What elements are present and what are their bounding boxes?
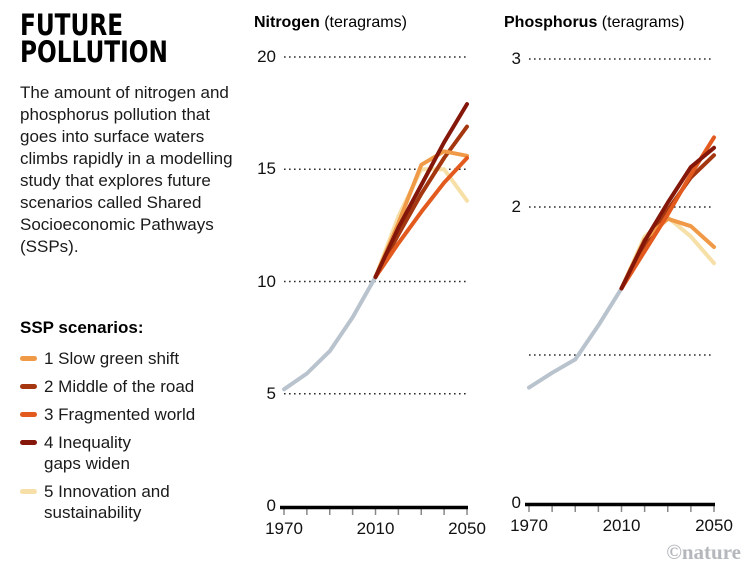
ssp2-color-swatch [20,384,37,389]
legend-label: 1 Slow green shift [44,349,180,368]
x-axis-label: 2010 [602,516,641,535]
y-axis-label: 5 [266,383,276,403]
page-title: FUTURE POLLUTION [20,8,168,69]
legend: SSP scenarios: 1 Slow green shift 2 Midd… [20,318,250,530]
historical-line [527,286,624,390]
y-axis-label: 20 [257,47,276,66]
legend-label: 2 Middle of the road [44,377,195,396]
legend-label: 4 Inequality gaps widen [44,433,131,473]
legend-item-ssp3: 3 Fragmented world [20,404,250,425]
x-axis-label: 1970 [510,516,548,535]
ssp4-color-swatch [20,440,37,445]
ssp1-color-swatch [20,356,37,361]
ssp5-color-swatch [20,489,37,494]
chart-title-bold: Nitrogen [254,14,320,31]
legend-title: SSP scenarios: [20,318,144,337]
x-axis-label: 1970 [265,519,303,538]
x-axis-label: 2010 [356,519,395,538]
legend-label: 3 Fragmented world [44,405,196,424]
y-axis-label: 2 [511,197,521,216]
y-axis-label: 0 [511,493,521,512]
legend-item-ssp4: 4 Inequality gaps widen [20,432,250,474]
chart-title-unit: (teragrams) [319,14,407,31]
y-axis-label: 15 [257,159,276,179]
scenario-line-3 [373,156,469,279]
scenario-line-4 [373,102,469,279]
scenario-line-5 [619,215,716,291]
phosphorus-chart-title: Phosphorus (teragrams) [504,14,684,32]
legend-item-ssp1: 1 Slow green shift [20,348,250,369]
scenario-line-4 [619,145,716,291]
historical-line [282,275,378,392]
legend-label: 5 Innovation and sustainability [44,482,170,522]
y-axis-label: 0 [266,496,276,515]
ssp3-color-swatch [20,412,37,417]
y-axis-label: 3 [511,49,521,68]
intro-text: The amount of nitrogen and phosphorus po… [20,83,233,256]
nitrogen-chart-title: Nitrogen (teragrams) [254,14,407,32]
nature-logo: ©nature [666,540,741,564]
chart-title-bold: Phosphorus [504,14,598,31]
x-axis-label: 2050 [448,519,486,538]
legend-item-ssp2: 2 Middle of the road [20,376,250,397]
x-axis-label: 2050 [695,516,733,535]
chart-title-unit: (teragrams) [597,14,685,31]
legend-item-ssp5: 5 Innovation and sustainability [20,481,250,523]
y-axis-label: 10 [257,271,276,291]
